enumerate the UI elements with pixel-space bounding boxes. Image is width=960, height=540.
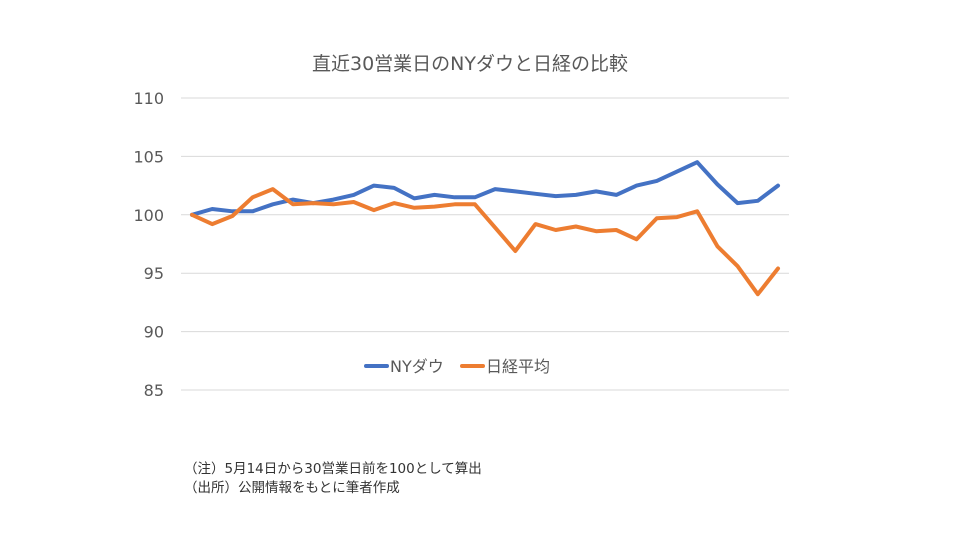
- y-tick-label: 105: [133, 147, 164, 166]
- legend: NYダウ 日経平均: [364, 357, 550, 376]
- footnote-note: （注）5月14日から30営業日前を100として算出: [184, 461, 482, 477]
- series-line-1: [190, 160, 780, 217]
- legend-label: 日経平均: [486, 357, 550, 376]
- y-tick-label: 90: [144, 323, 164, 342]
- series-lines: [190, 160, 780, 297]
- y-axis-ticks: 110 105 100 95 90 85: [133, 89, 164, 400]
- y-tick-label: 85: [144, 381, 164, 400]
- legend-label: NYダウ: [390, 357, 444, 376]
- y-tick-label: 95: [144, 264, 164, 283]
- gridlines: [181, 97, 789, 391]
- series-line-2: [190, 187, 780, 297]
- y-tick-label: 110: [133, 89, 164, 108]
- footnotes: （注）5月14日から30営業日前を100として算出 （出所）公開情報をもとに筆者…: [184, 460, 482, 498]
- chart-title: 直近30営業日のNYダウと日経の比較: [312, 53, 628, 75]
- footnote-source: （出所）公開情報をもとに筆者作成: [184, 480, 400, 496]
- y-tick-label: 100: [133, 206, 164, 225]
